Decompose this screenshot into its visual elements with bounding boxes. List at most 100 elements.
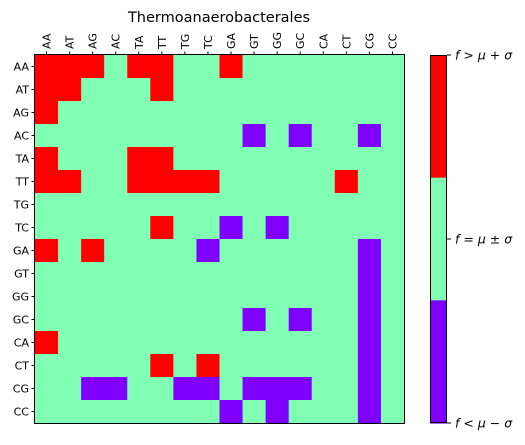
x-tick-label: TA <box>133 35 146 50</box>
heatmap-cell <box>58 101 82 125</box>
y-axis-ticks: AAATAGACTATTTGTCGAGTGGGCCACTCGCC <box>12 61 35 419</box>
heatmap-cell <box>127 216 151 240</box>
heatmap-cell <box>220 124 244 148</box>
y-tick-label: AC <box>14 130 29 143</box>
heatmap-cell <box>127 193 151 217</box>
heatmap-cell <box>196 354 220 378</box>
heatmap-cell <box>150 78 174 102</box>
y-tick-label: CC <box>14 406 30 419</box>
heatmap-cell <box>196 124 220 148</box>
heatmap-cell <box>58 285 82 309</box>
x-tick-label: GA <box>225 32 238 49</box>
heatmap-cell <box>35 193 59 217</box>
heatmap-cell <box>381 101 405 125</box>
heatmap-cell <box>150 239 174 263</box>
heatmap-cell <box>312 216 336 240</box>
heatmap-cell <box>312 170 336 194</box>
heatmap-cell <box>312 147 336 171</box>
y-tick-label: CA <box>14 337 30 350</box>
heatmap-cell <box>150 193 174 217</box>
heatmap-cell <box>104 124 128 148</box>
heatmap-cell <box>150 285 174 309</box>
heatmap-cell <box>312 400 336 424</box>
heatmap-cell <box>312 193 336 217</box>
heatmap-cell <box>381 377 405 401</box>
heatmap-cell <box>335 193 359 217</box>
heatmap-cell <box>289 193 313 217</box>
heatmap-cell <box>381 193 405 217</box>
x-axis-ticks: AA AT AG AC TA TT TG TC GA GT GG GC CA CT CG CC <box>41 32 400 55</box>
heatmap-cell <box>173 101 197 125</box>
heatmap-cell <box>127 170 151 194</box>
heatmap-cell <box>335 170 359 194</box>
heatmap-cell <box>173 400 197 424</box>
heatmap-cell <box>35 262 59 286</box>
heatmap-cell <box>289 400 313 424</box>
heatmap-cell <box>266 239 290 263</box>
heatmap-cell <box>243 354 267 378</box>
heatmap-cell <box>358 400 382 424</box>
heatmap-cell <box>35 239 59 263</box>
heatmap-cell <box>381 308 405 332</box>
heatmap-cells <box>35 55 405 424</box>
heatmap-cell <box>35 124 59 148</box>
heatmap-cell <box>35 170 59 194</box>
heatmap-cell <box>35 354 59 378</box>
heatmap-cell <box>312 78 336 102</box>
heatmap-cell <box>312 262 336 286</box>
heatmap-cell <box>312 285 336 309</box>
heatmap-cell <box>266 331 290 355</box>
heatmap-cell <box>81 354 105 378</box>
heatmap-cell <box>196 400 220 424</box>
heatmap-cell <box>243 400 267 424</box>
heatmap-cell <box>312 354 336 378</box>
heatmap-cell <box>289 216 313 240</box>
heatmap-cell <box>104 331 128 355</box>
heatmap-cell <box>266 170 290 194</box>
heatmap-cell <box>335 78 359 102</box>
heatmap-cell <box>35 285 59 309</box>
heatmap-cell <box>104 101 128 125</box>
heatmap-cell <box>196 170 220 194</box>
x-tick-label: GC <box>294 32 307 49</box>
heatmap-cell <box>173 55 197 79</box>
heatmap-cell <box>289 354 313 378</box>
heatmap-cell <box>220 216 244 240</box>
heatmap-cell <box>35 331 59 355</box>
heatmap-cell <box>196 262 220 286</box>
x-tick-label: AT <box>64 35 77 49</box>
y-tick-label: TC <box>14 222 29 235</box>
heatmap-cell <box>335 55 359 79</box>
heatmap-cell <box>266 285 290 309</box>
heatmap-cell <box>312 55 336 79</box>
heatmap-cell <box>266 124 290 148</box>
y-tick-label: GA <box>13 245 30 258</box>
heatmap-cell <box>358 285 382 309</box>
y-tick-label: TA <box>15 153 30 166</box>
heatmap-cell <box>266 262 290 286</box>
colorbar-tick-label: f = μ ± σ <box>455 232 513 247</box>
x-tick-label: AA <box>41 33 54 49</box>
heatmap-cell <box>358 124 382 148</box>
heatmap-cell <box>127 377 151 401</box>
heatmap-cell <box>289 147 313 171</box>
heatmap-cell <box>104 377 128 401</box>
heatmap-cell <box>35 101 59 125</box>
x-tick-label: CT <box>340 34 353 49</box>
heatmap-cell <box>35 55 59 79</box>
y-tick-label: AG <box>13 107 29 120</box>
heatmap-cell <box>196 239 220 263</box>
heatmap-cell <box>81 377 105 401</box>
heatmap-cell <box>266 55 290 79</box>
heatmap-cell <box>335 147 359 171</box>
heatmap-cell <box>81 124 105 148</box>
x-tick-label: CG <box>363 33 376 49</box>
heatmap-cell <box>243 170 267 194</box>
heatmap-cell <box>381 55 405 79</box>
heatmap-cell <box>150 400 174 424</box>
y-tick-label: TG <box>13 199 29 212</box>
colorbar-tick-label: f > μ + σ <box>455 48 513 63</box>
heatmap-cell <box>358 147 382 171</box>
y-tick-label: GT <box>14 268 29 281</box>
